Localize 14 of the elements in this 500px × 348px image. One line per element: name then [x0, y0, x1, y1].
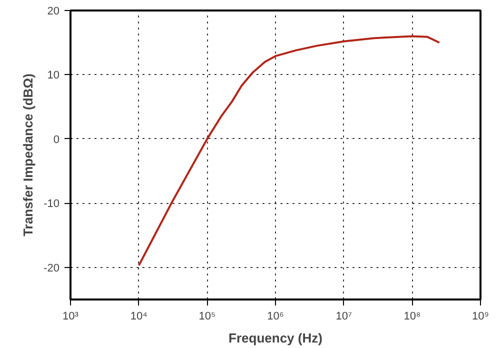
x-tick-label: 10⁹ [472, 310, 489, 322]
y-axis-title: Transfer Impedance (dBΩ) [20, 74, 36, 236]
y-tick-label: -10 [44, 198, 60, 210]
x-axis-title: Frequency (Hz) [228, 330, 322, 346]
y-tick-label: -20 [44, 262, 60, 274]
y-tick-label: 10 [47, 70, 60, 82]
y-tick-label: 0 [53, 134, 60, 146]
x-tick-label: 10⁷ [336, 310, 352, 322]
y-tick-label: 20 [47, 6, 60, 18]
x-tick-label: 10⁴ [130, 310, 148, 322]
x-tick-label: 10⁵ [198, 310, 216, 322]
x-tick-label: 10⁸ [404, 310, 421, 322]
x-tick-label: 10³ [62, 310, 79, 322]
x-tick-label: 10⁶ [267, 310, 284, 322]
